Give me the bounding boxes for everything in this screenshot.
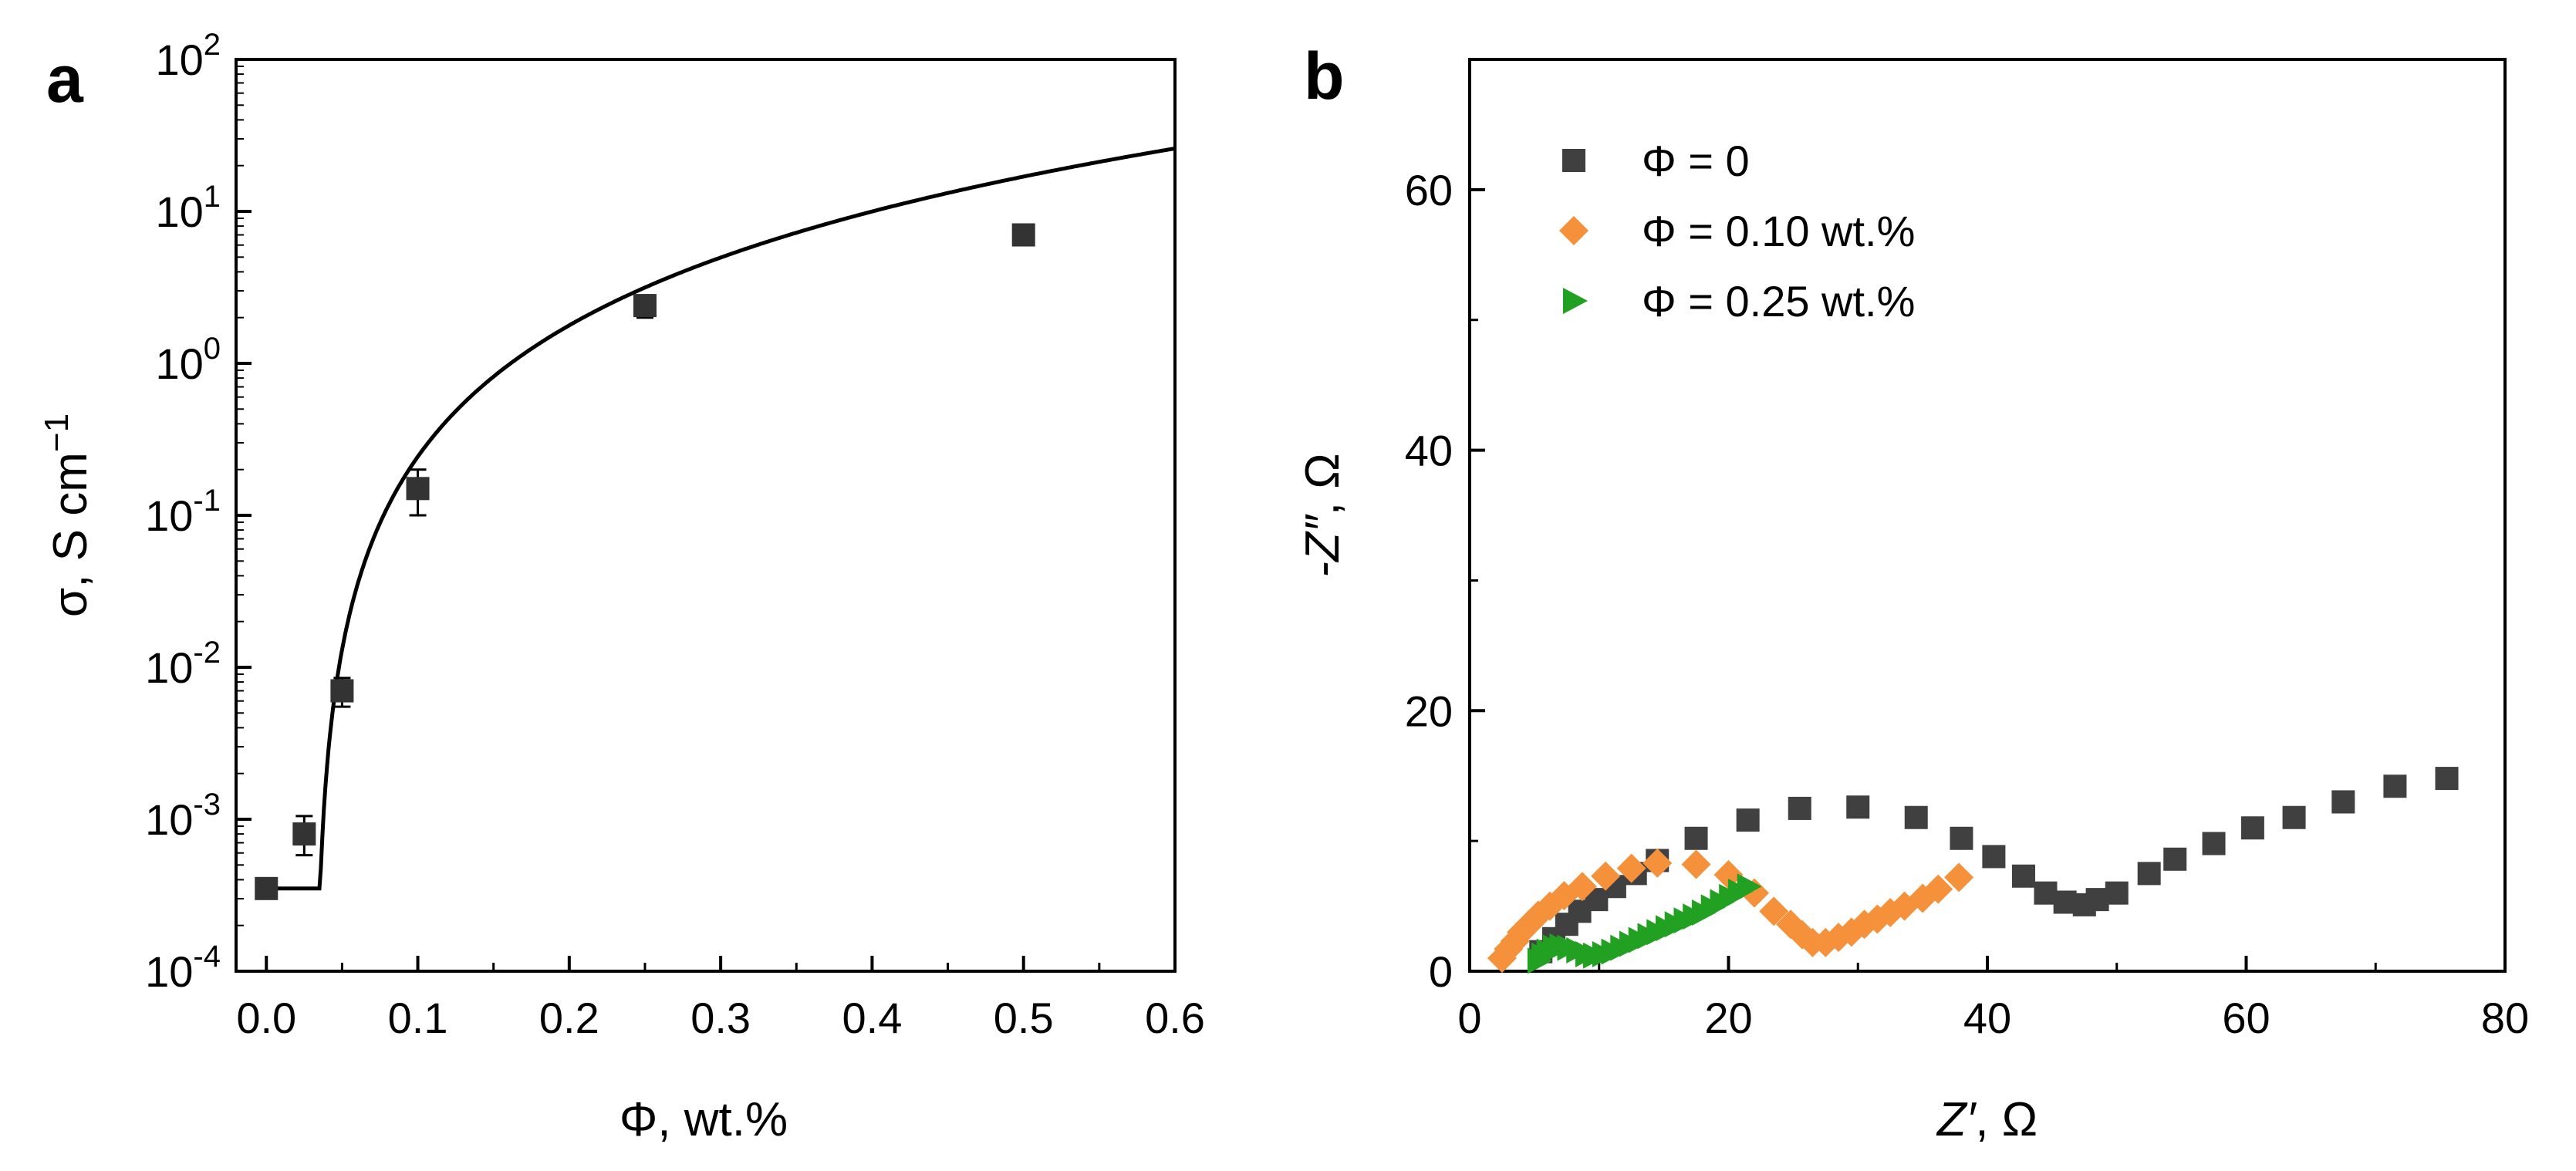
panel-a-x-tick-label: 0.6 [1145, 994, 1205, 1042]
panel-a-x-tick-label: 0.1 [388, 994, 448, 1042]
panel-a-data-points [255, 223, 1035, 900]
panel-a-x-tick-label: 0.5 [994, 994, 1054, 1042]
panel-b-series-0-point [1846, 795, 1870, 819]
panel-b-series-1-point [1923, 874, 1953, 904]
panel-b-series-0-point [1950, 826, 1973, 850]
panel-a-y-axis: 10-4 10-3 10-2 10-1 100 101 102 [145, 28, 252, 996]
panel-b-y-axis: 0 20 40 60 [1405, 166, 1485, 996]
panel-b-legend-marker-0 [1562, 149, 1585, 172]
panel-b-series-0-point [2105, 881, 2129, 905]
panel-b-series-1-point [1616, 853, 1646, 883]
panel-b-legend: Φ = 0 Φ = 0.10 wt.% Φ = 0.25 wt.% [1559, 137, 1915, 326]
panel-b-x-tick-label: 60 [2222, 994, 2270, 1042]
panel-b-series-0-point [2085, 888, 2109, 912]
panel-b-legend-marker-2 [1563, 288, 1588, 314]
panel-a-y-tick-label: 100 [155, 332, 221, 388]
panel-b-series-1-point [1759, 896, 1789, 926]
panel-b-series-0-point [1904, 805, 1928, 829]
panel-a-label: a [46, 42, 84, 116]
panel-b-y-tick-label: 0 [1429, 947, 1453, 996]
panel-b-y-axis-title: -Z″, Ω [1296, 453, 1349, 577]
panel-b-y-tick-label: 20 [1405, 687, 1453, 735]
panel-b-x-axis-title-unit: , Ω [1975, 1093, 2038, 1146]
panel-b-series-0-point [2202, 832, 2226, 855]
panel-b-series-0-point [1788, 796, 1811, 820]
panel-b-y-axis-title-unit: , Ω [1296, 453, 1349, 515]
panel-a-y-tick-label: 102 [155, 28, 221, 84]
panel-b-label: b [1304, 39, 1345, 113]
panel-a-data-point [406, 477, 430, 501]
panel-b-legend-marker-1 [1559, 216, 1588, 245]
panel-b-x-tick-label: 0 [1457, 994, 1481, 1042]
panel-b-series-1-point [1591, 861, 1621, 891]
panel-b-series-0-point [1684, 826, 1708, 850]
panel-b-series-0-point [2240, 816, 2264, 840]
panel-a-y-axis-title-main: σ, S cm [44, 452, 97, 617]
panel-a-y-axis-title: σ, S cm−1 [38, 413, 97, 617]
panel-b-series-0-point [2435, 767, 2459, 791]
panel-b-series-1-point [1713, 860, 1744, 890]
panel-b-series-0-point [2053, 890, 2077, 914]
panel-b-y-tick-label: 40 [1405, 427, 1453, 475]
panel-a-x-axis: 0.0 0.1 0.2 0.3 0.4 0.5 0.6 [236, 956, 1205, 1042]
panel-b-y-tick-label: 60 [1405, 166, 1453, 214]
panel-b-x-axis: 0 20 40 60 80 [1457, 956, 2529, 1042]
panel-a-data-point [633, 294, 657, 318]
panel-a-y-tick-label: 10-2 [145, 636, 221, 692]
panel-a-data-point [292, 822, 316, 846]
panel-b-series-0-point [1736, 808, 1760, 832]
panel-a-data-point [330, 679, 354, 703]
panel-b-series-1-point [1944, 862, 1974, 893]
panel-b-legend-label-2: Φ = 0.25 wt.% [1642, 277, 1915, 326]
panel-a: a 0.0 0.1 0.2 0.3 0.4 0.5 0.6 10-4 10-3 10-2 10-1… [38, 28, 1205, 1146]
panel-a-x-tick-label: 0.4 [842, 994, 902, 1042]
panel-b-series-1-point [1681, 849, 1711, 879]
panel-b-x-axis-title: Z′, Ω [1936, 1093, 2038, 1146]
panel-b-data-points [1487, 767, 2459, 974]
panel-b-series-0-point [2034, 881, 2058, 905]
panel-b-series-0-point [2282, 805, 2306, 829]
panel-b-legend-label-0: Φ = 0 [1642, 137, 1750, 185]
panel-a-y-tick-label: 10-3 [145, 788, 221, 844]
panel-a-y-axis-title-sup: −1 [38, 413, 76, 452]
panel-a-y-tick-label: 10-4 [145, 940, 221, 996]
panel-b-series-1-point [1567, 872, 1597, 902]
panel-a-y-tick-label: 10-1 [145, 484, 221, 540]
panel-b-x-tick-label: 80 [2481, 994, 2529, 1042]
panel-b-series-2-point [1737, 873, 1762, 900]
panel-b-series-1-point [1642, 848, 1673, 878]
panel-b-x-tick-label: 40 [1963, 994, 2011, 1042]
panel-b-plot-frame [1468, 58, 2507, 973]
panel-b-series-0-point [1982, 845, 2006, 869]
panel-b-series-0-point [2383, 774, 2407, 798]
panel-a-data-point [255, 876, 279, 900]
panel-b-y-axis-title-main: -Z″ [1296, 514, 1349, 578]
panel-a-data-point [1011, 223, 1035, 247]
panel-a-x-axis-title: Φ, wt.% [620, 1093, 788, 1146]
panel-a-x-tick-label: 0.3 [690, 994, 751, 1042]
panel-a-x-tick-label: 0.0 [236, 994, 296, 1042]
panel-a-fit-curve [266, 147, 1176, 891]
panel-b-x-tick-label: 20 [1704, 994, 1752, 1042]
panel-b-series-0-point [2011, 864, 2035, 888]
panel-b-series-0-point [2163, 847, 2187, 871]
panel-b-legend-label-1: Φ = 0.10 wt.% [1642, 207, 1915, 255]
panel-b-series-0-point [2137, 862, 2161, 886]
panel-b-series-0-point [2331, 790, 2355, 814]
panel-a-y-tick-label: 101 [155, 180, 221, 236]
panel-a-plot-frame [235, 58, 1177, 973]
panel-a-x-tick-label: 0.2 [539, 994, 599, 1042]
panel-b-x-axis-title-main: Z′ [1936, 1093, 1977, 1146]
